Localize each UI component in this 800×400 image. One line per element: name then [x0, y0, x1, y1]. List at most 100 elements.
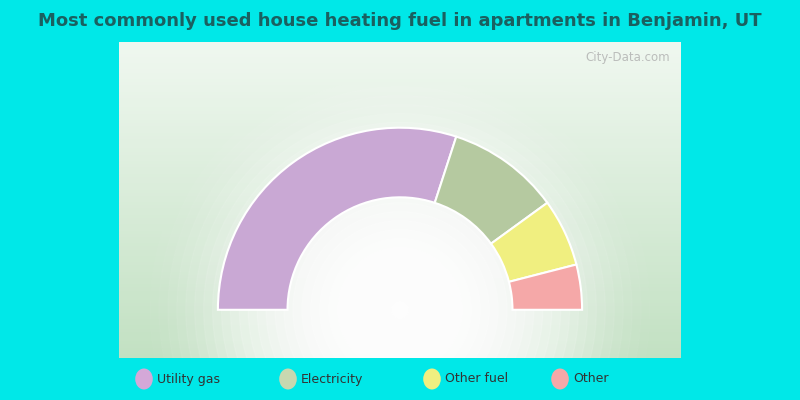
- Bar: [119, 80, 681, 83]
- Circle shape: [329, 238, 471, 381]
- Circle shape: [213, 122, 587, 400]
- Bar: [119, 295, 681, 298]
- Bar: [119, 86, 681, 89]
- Circle shape: [266, 176, 534, 400]
- Ellipse shape: [279, 368, 297, 390]
- Circle shape: [293, 203, 507, 400]
- Bar: [119, 228, 681, 232]
- Wedge shape: [509, 264, 582, 310]
- Bar: [119, 156, 681, 159]
- Bar: [119, 162, 681, 165]
- Bar: [119, 216, 681, 219]
- Circle shape: [310, 220, 490, 399]
- Bar: [119, 282, 681, 285]
- Bar: [119, 89, 681, 92]
- Bar: [119, 222, 681, 225]
- Bar: [119, 130, 681, 134]
- Wedge shape: [434, 137, 547, 244]
- Circle shape: [275, 185, 525, 400]
- Bar: [119, 165, 681, 168]
- Bar: [119, 48, 681, 52]
- Bar: [119, 308, 681, 310]
- Bar: [119, 232, 681, 235]
- Bar: [119, 143, 681, 146]
- Text: Electricity: Electricity: [301, 372, 363, 386]
- Bar: [119, 257, 681, 260]
- Bar: [119, 326, 681, 330]
- Bar: [119, 102, 681, 105]
- Bar: [119, 64, 681, 67]
- Bar: [119, 355, 681, 358]
- Circle shape: [194, 104, 606, 400]
- Bar: [119, 55, 681, 58]
- Bar: [119, 320, 681, 323]
- Bar: [119, 58, 681, 61]
- Wedge shape: [218, 128, 456, 310]
- Bar: [119, 330, 681, 333]
- Bar: [119, 285, 681, 288]
- Bar: [119, 92, 681, 96]
- Bar: [119, 146, 681, 150]
- Wedge shape: [491, 203, 576, 282]
- Circle shape: [177, 87, 623, 400]
- Bar: [119, 279, 681, 282]
- Circle shape: [257, 167, 543, 400]
- Bar: [119, 83, 681, 86]
- Circle shape: [222, 131, 578, 400]
- Bar: [119, 118, 681, 121]
- Text: City-Data.com: City-Data.com: [586, 52, 670, 64]
- Bar: [119, 178, 681, 181]
- Bar: [119, 336, 681, 339]
- Ellipse shape: [423, 368, 441, 390]
- Bar: [119, 273, 681, 276]
- Circle shape: [364, 274, 436, 346]
- Bar: [119, 200, 681, 203]
- Bar: [119, 134, 681, 137]
- Bar: [119, 333, 681, 336]
- Circle shape: [346, 256, 454, 363]
- Bar: [119, 241, 681, 244]
- Bar: [119, 159, 681, 162]
- Bar: [119, 345, 681, 348]
- Bar: [119, 225, 681, 228]
- Bar: [119, 210, 681, 213]
- Bar: [119, 213, 681, 216]
- Bar: [119, 244, 681, 247]
- Bar: [119, 342, 681, 345]
- Bar: [119, 190, 681, 194]
- Bar: [119, 99, 681, 102]
- Bar: [119, 270, 681, 273]
- Bar: [119, 45, 681, 48]
- Bar: [119, 127, 681, 130]
- Bar: [119, 263, 681, 266]
- Bar: [119, 247, 681, 250]
- Bar: [119, 61, 681, 64]
- Bar: [119, 310, 681, 314]
- Bar: [119, 172, 681, 175]
- Ellipse shape: [551, 368, 569, 390]
- Bar: [119, 150, 681, 152]
- Circle shape: [284, 194, 516, 400]
- Circle shape: [391, 301, 409, 319]
- Bar: [119, 235, 681, 238]
- Bar: [119, 74, 681, 77]
- Bar: [119, 301, 681, 304]
- Bar: [119, 266, 681, 270]
- Bar: [119, 121, 681, 124]
- Bar: [119, 197, 681, 200]
- Circle shape: [374, 283, 426, 336]
- Text: Other fuel: Other fuel: [445, 372, 508, 386]
- Bar: [119, 276, 681, 279]
- Bar: [119, 206, 681, 210]
- Bar: [119, 238, 681, 241]
- Bar: [119, 292, 681, 295]
- Bar: [119, 339, 681, 342]
- Bar: [119, 203, 681, 206]
- Circle shape: [382, 292, 418, 328]
- Circle shape: [204, 114, 596, 400]
- Circle shape: [320, 230, 480, 390]
- Bar: [119, 52, 681, 55]
- Bar: [119, 348, 681, 352]
- Bar: [119, 105, 681, 108]
- Bar: [119, 254, 681, 257]
